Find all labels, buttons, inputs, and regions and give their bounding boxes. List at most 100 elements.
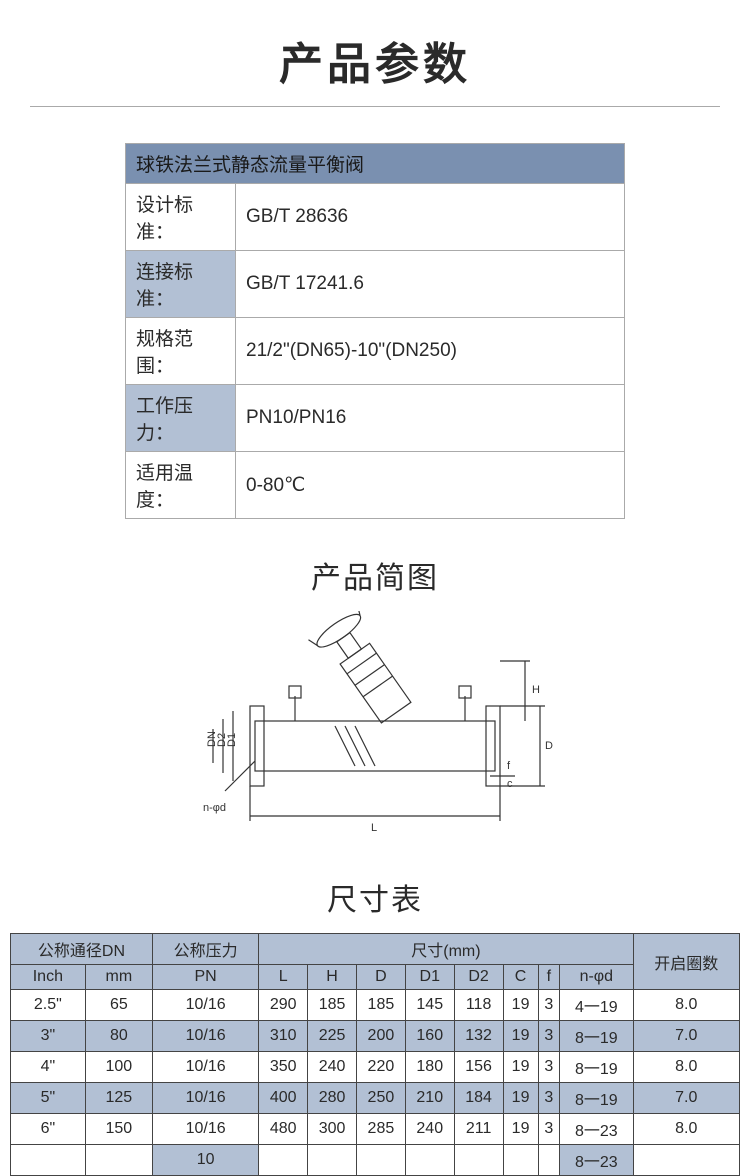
td-D1: 210 xyxy=(405,1083,454,1114)
td-nphid: 4一19 xyxy=(560,990,634,1021)
td-H: 300 xyxy=(308,1114,357,1145)
td-inch: 6" xyxy=(11,1114,86,1145)
th-H: H xyxy=(308,965,357,990)
diagram-label-D: D xyxy=(545,740,553,752)
td-turns: 8.0 xyxy=(633,1052,739,1083)
th-D1: D1 xyxy=(405,965,454,990)
th-mm: mm xyxy=(85,965,152,990)
diagram-label-f: f xyxy=(507,760,511,772)
table-row: 3"8010/163102252001601321938一197.0 xyxy=(11,1021,740,1052)
spec-value: GB/T 17241.6 xyxy=(236,251,625,318)
diagram-label-L: L xyxy=(371,822,377,834)
td-L: 310 xyxy=(259,1021,308,1052)
valve-diagram: L n-φd H D f c D1 D2 DN xyxy=(185,611,565,841)
td-inch: 3" xyxy=(11,1021,86,1052)
td-D: 250 xyxy=(356,1083,405,1114)
dimension-table: 公称通径DN 公称压力 尺寸(mm) 开启圈数 Inch mm PN L H D… xyxy=(10,933,740,1176)
td-D1: 160 xyxy=(405,1021,454,1052)
td-turns: 7.0 xyxy=(633,1083,739,1114)
td-pn: 10/16 xyxy=(152,1083,258,1114)
td-mm: 80 xyxy=(85,1021,152,1052)
th-f: f xyxy=(538,965,559,990)
td-nphid: 8一19 xyxy=(560,1083,634,1114)
table-row: 6"15010/164803002852402111938一238.0 xyxy=(11,1114,740,1145)
td-pn: 10 xyxy=(152,1145,258,1176)
td-D: 220 xyxy=(356,1052,405,1083)
td-H: 240 xyxy=(308,1052,357,1083)
td-H: 185 xyxy=(308,990,357,1021)
spec-header: 球铁法兰式静态流量平衡阀 xyxy=(126,144,625,184)
td-H: 225 xyxy=(308,1021,357,1052)
spec-value: 21/2"(DN65)-10"(DN250) xyxy=(236,318,625,385)
td-pn: 10/16 xyxy=(152,990,258,1021)
td-L: 290 xyxy=(259,990,308,1021)
th-D: D xyxy=(356,965,405,990)
td-L: 350 xyxy=(259,1052,308,1083)
td-inch: 4" xyxy=(11,1052,86,1083)
td-D2: 211 xyxy=(454,1114,503,1145)
table-row-partial: 10 8一23 xyxy=(11,1145,740,1176)
dim-title: 尺寸表 xyxy=(0,875,750,919)
diagram-label-DN: DN xyxy=(206,731,218,747)
th-C: C xyxy=(503,965,538,990)
spec-label: 规格范围： xyxy=(126,318,236,385)
th-turns: 开启圈数 xyxy=(633,934,739,990)
td-mm: 65 xyxy=(85,990,152,1021)
th-L: L xyxy=(259,965,308,990)
td-mm: 100 xyxy=(85,1052,152,1083)
td-mm: 150 xyxy=(85,1114,152,1145)
td-nphid: 8一23 xyxy=(560,1145,634,1176)
td-D: 185 xyxy=(356,990,405,1021)
td-pn: 10/16 xyxy=(152,1114,258,1145)
title-underline xyxy=(30,106,720,107)
th-inch: Inch xyxy=(11,965,86,990)
spec-value: PN10/PN16 xyxy=(236,385,625,452)
td-nphid: 8一19 xyxy=(560,1052,634,1083)
spec-table: 球铁法兰式静态流量平衡阀 设计标准： GB/T 28636 连接标准： GB/T… xyxy=(125,143,625,519)
th-nphid: n-φd xyxy=(560,965,634,990)
th-dn: 公称通径DN xyxy=(11,934,153,965)
td-nphid: 8一19 xyxy=(560,1021,634,1052)
td-C: 19 xyxy=(503,1052,538,1083)
td-D1: 145 xyxy=(405,990,454,1021)
th-size: 尺寸(mm) xyxy=(259,934,633,965)
td-H: 280 xyxy=(308,1083,357,1114)
spec-label: 连接标准： xyxy=(126,251,236,318)
td-D1: 240 xyxy=(405,1114,454,1145)
td-C: 19 xyxy=(503,990,538,1021)
td-pn: 10/16 xyxy=(152,1021,258,1052)
spec-label: 设计标准： xyxy=(126,184,236,251)
td-C: 19 xyxy=(503,1021,538,1052)
th-pn-group: 公称压力 xyxy=(152,934,258,965)
td-inch: 2.5" xyxy=(11,990,86,1021)
table-row: 4"10010/163502402201801561938一198.0 xyxy=(11,1052,740,1083)
spec-value: GB/T 28636 xyxy=(236,184,625,251)
td-inch: 5" xyxy=(11,1083,86,1114)
td-turns: 7.0 xyxy=(633,1021,739,1052)
td-f: 3 xyxy=(538,1114,559,1145)
td-C: 19 xyxy=(503,1114,538,1145)
td-pn: 10/16 xyxy=(152,1052,258,1083)
td-D2: 132 xyxy=(454,1021,503,1052)
td-D2: 184 xyxy=(454,1083,503,1114)
td-D2: 118 xyxy=(454,990,503,1021)
td-L: 400 xyxy=(259,1083,308,1114)
td-f: 3 xyxy=(538,990,559,1021)
td-f: 3 xyxy=(538,1021,559,1052)
page-title: 产品参数 xyxy=(0,28,750,92)
diagram-title: 产品简图 xyxy=(0,553,750,597)
td-turns: 8.0 xyxy=(633,990,739,1021)
td-D2: 156 xyxy=(454,1052,503,1083)
diagram-label-H: H xyxy=(532,684,540,696)
td-D: 200 xyxy=(356,1021,405,1052)
spec-label: 工作压力： xyxy=(126,385,236,452)
spec-label: 适用温度： xyxy=(126,452,236,519)
spec-value: 0-80℃ xyxy=(236,452,625,519)
td-C: 19 xyxy=(503,1083,538,1114)
td-mm: 125 xyxy=(85,1083,152,1114)
td-nphid: 8一23 xyxy=(560,1114,634,1145)
diagram-label-nphid: n-φd xyxy=(203,802,226,814)
diagram-label-c: c xyxy=(507,778,513,790)
td-f: 3 xyxy=(538,1083,559,1114)
td-turns: 8.0 xyxy=(633,1114,739,1145)
